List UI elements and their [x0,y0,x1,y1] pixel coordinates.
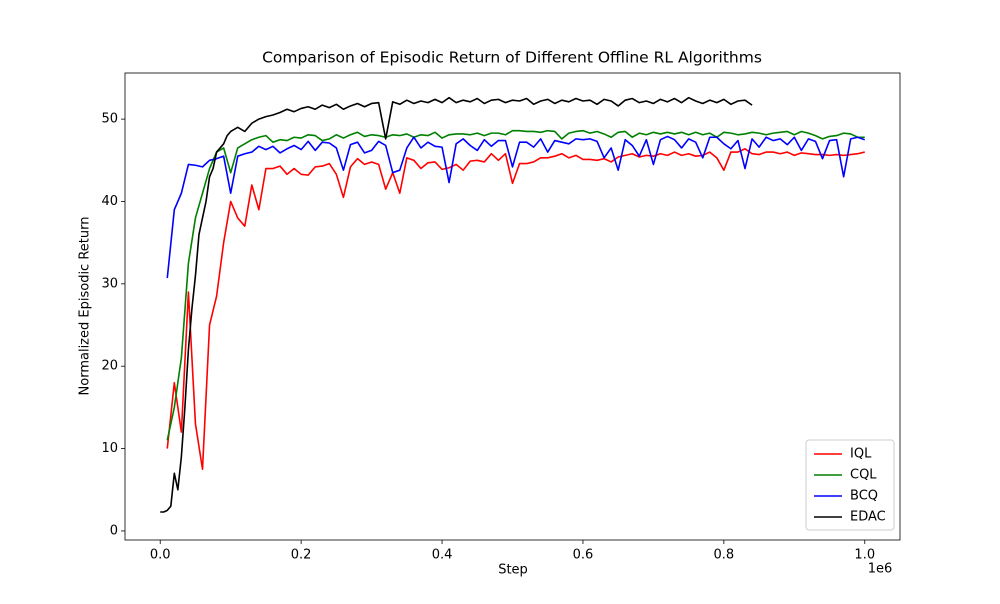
line-series [166,135,866,279]
y-tick-label: 30 [101,276,118,291]
x-tick-label: 0.2 [291,548,312,563]
y-axis-label: Normalized Episodic Return [78,217,93,396]
x-axis-label: Step [498,563,528,578]
legend-label: IQL [850,447,872,462]
y-tick-label: 20 [101,359,118,374]
legend-box [805,439,895,531]
legend-label: BCQ [850,489,878,504]
x-tick-label: 0.8 [714,548,735,563]
line-series [166,129,865,441]
chart-title: Comparison of Episodic Return of Differe… [262,49,762,67]
y-tick-label: 0 [110,523,118,538]
legend-label: EDAC [850,510,886,525]
x-tick-label: 1.0 [854,548,875,563]
x-offset-label: 1e6 [868,562,893,577]
line-series [160,96,753,513]
plot-frame [124,72,901,541]
x-tick-label: 0.0 [150,548,171,563]
x-tick-label: 0.6 [573,548,594,563]
legend-label: CQL [850,468,877,483]
y-tick-label: 50 [101,112,118,127]
y-tick-label: 10 [101,441,118,456]
y-tick-label: 40 [101,194,118,209]
x-tick-label: 0.4 [432,548,453,563]
